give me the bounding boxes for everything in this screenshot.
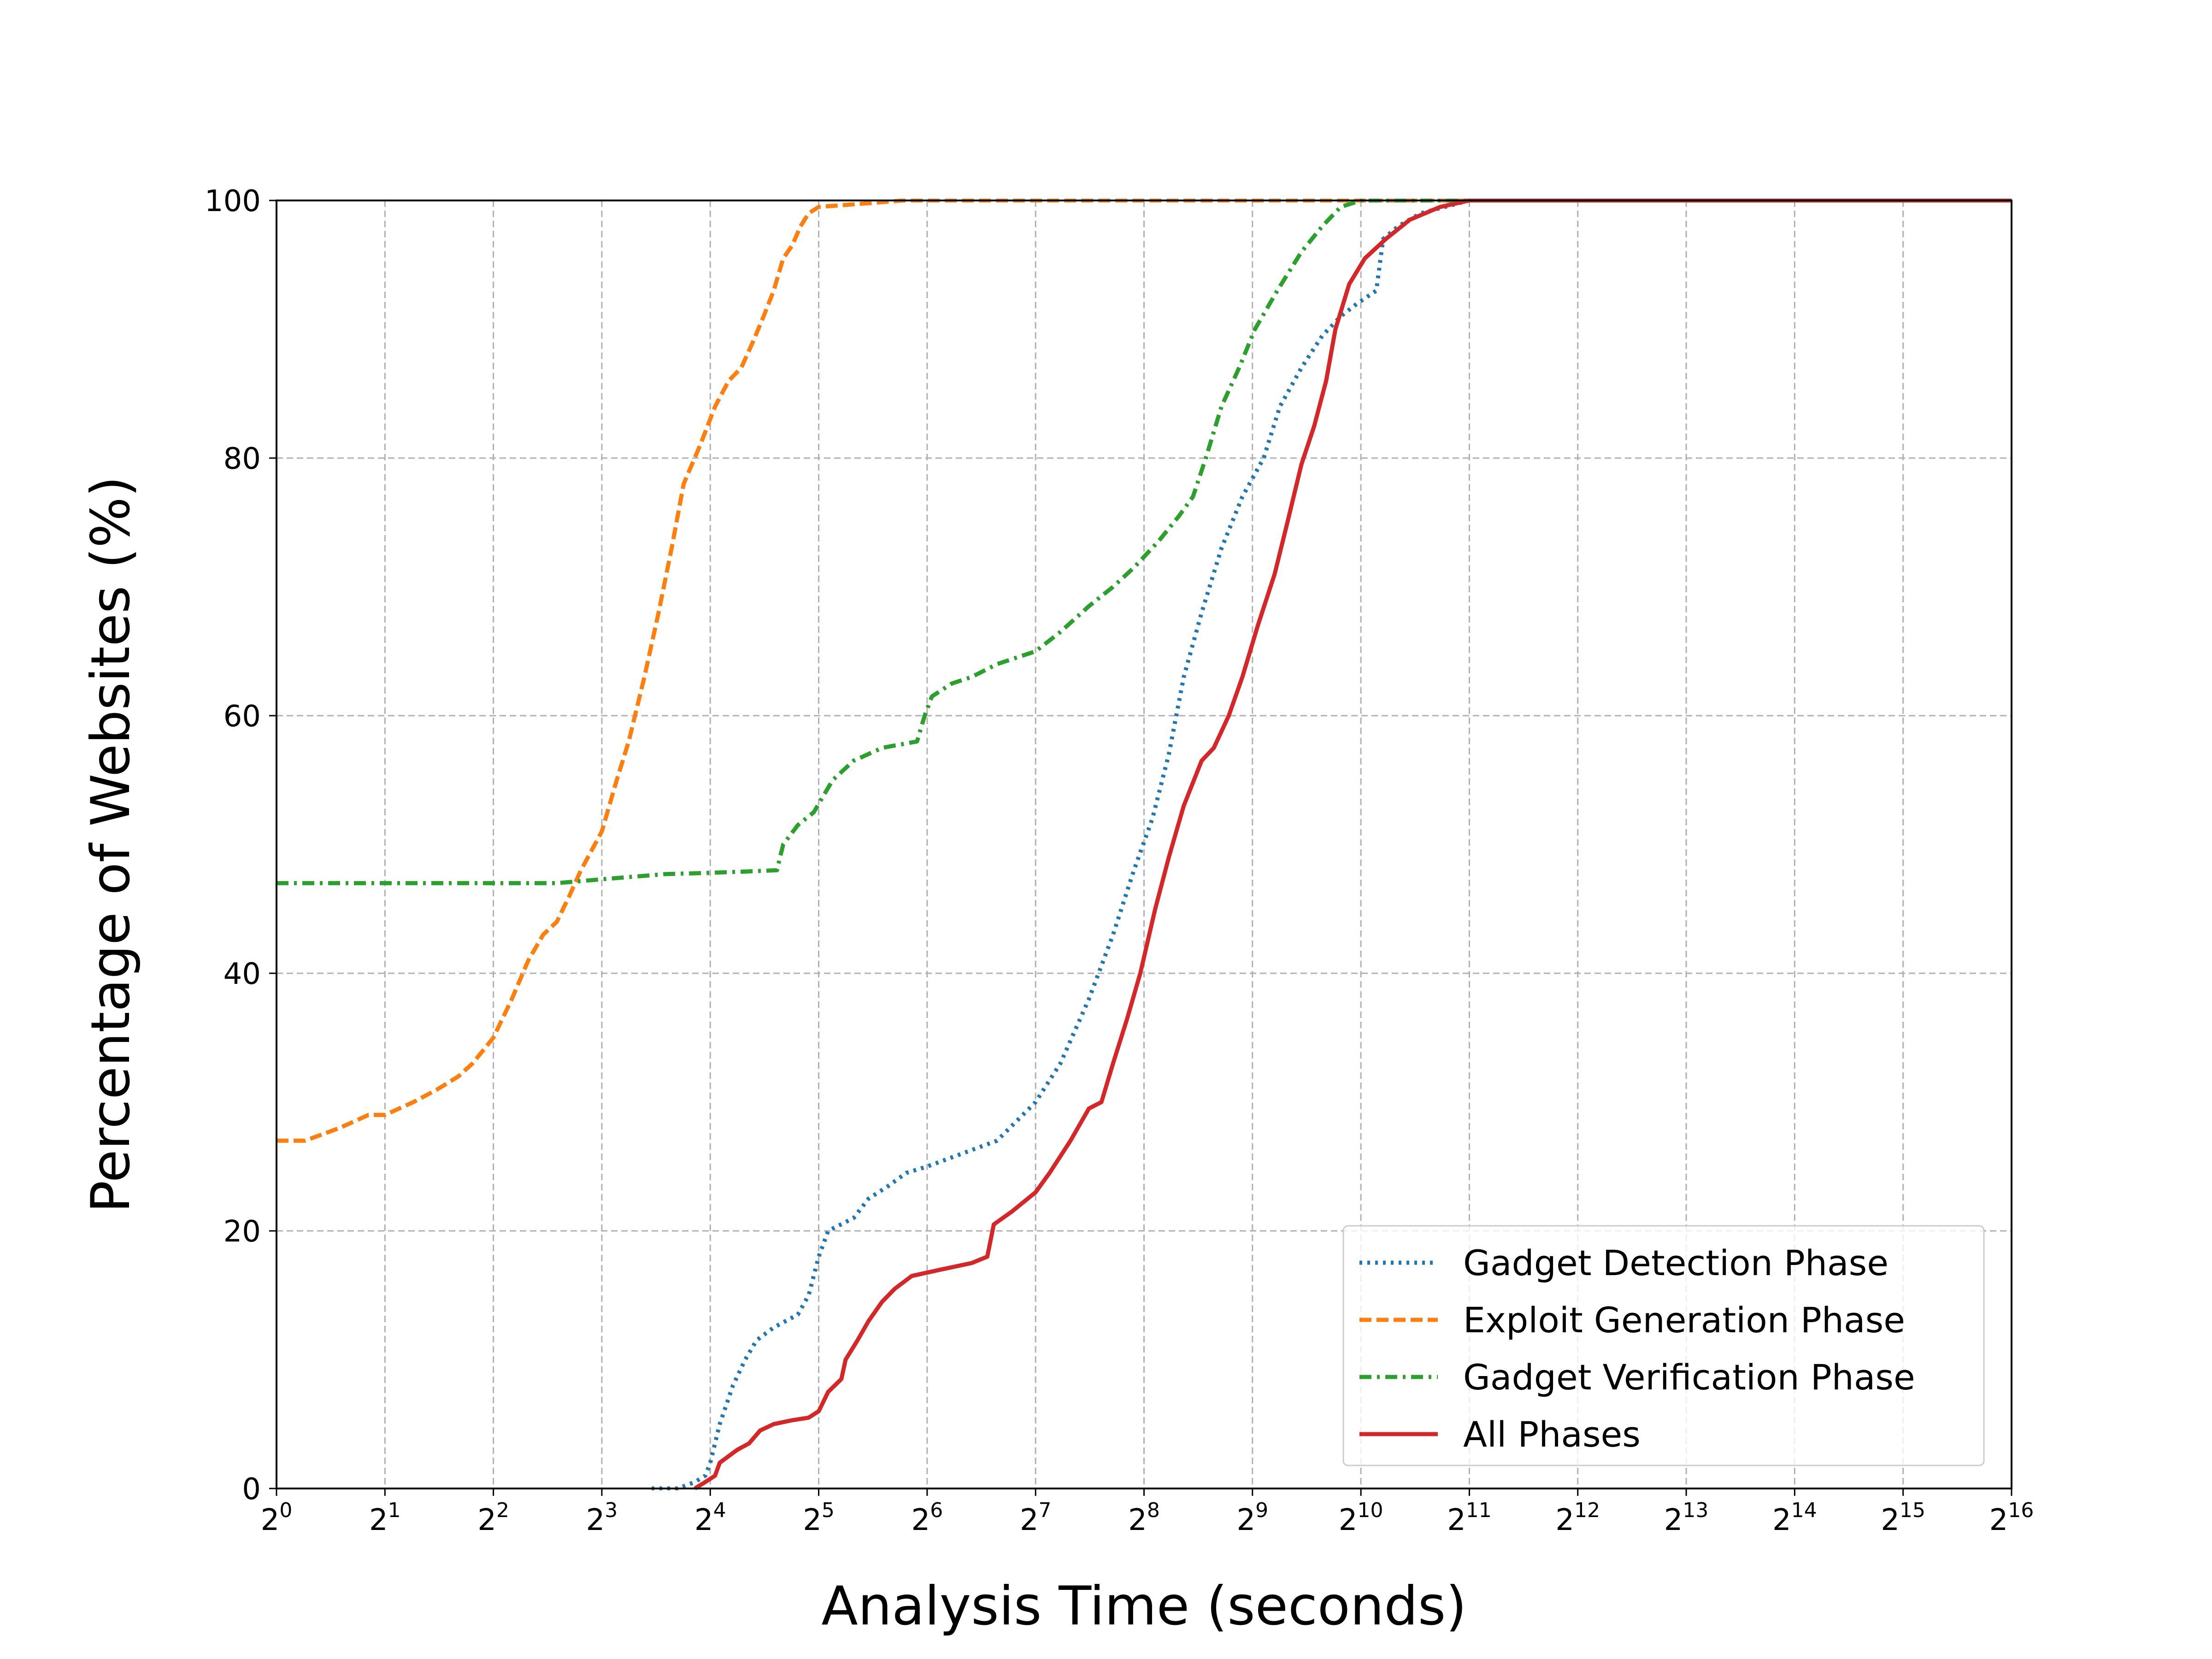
legend-label: Gadget Verification Phase [1463,1357,1915,1398]
x-tick-label: 210 [1339,1499,1383,1537]
y-tick-label: 80 [224,442,261,476]
x-tick-exponent: 1 [388,1499,401,1522]
x-tick-base: 2 [369,1503,388,1537]
x-tick-exponent: 11 [1466,1499,1492,1522]
series-line-2 [276,199,2012,1143]
x-tick-exponent: 7 [1039,1499,1052,1522]
x-tick-label: 22 [477,1499,509,1537]
x-tick-label: 24 [694,1499,726,1537]
x-tick-label: 29 [1236,1499,1268,1537]
x-tick-exponent: 14 [1791,1499,1817,1522]
x-tick-base: 2 [1664,1503,1683,1537]
y-axis-title: Percentage of Websites (%) [80,476,142,1213]
x-tick-exponent: 4 [713,1499,726,1522]
y-tick-label: 60 [224,700,261,734]
x-tick-label: 212 [1555,1499,1600,1537]
x-tick-label: 25 [803,1499,835,1537]
x-tick-base: 2 [261,1503,280,1537]
x-tick-base: 2 [1339,1503,1358,1537]
x-tick-base: 2 [1128,1503,1147,1537]
x-tick-base: 2 [1989,1503,2008,1537]
x-tick-label: 213 [1664,1499,1709,1537]
x-tick-label: 214 [1772,1499,1817,1537]
series-line-4 [694,199,2012,1490]
x-tick-base: 2 [1555,1503,1574,1537]
x-tick-base: 2 [912,1503,930,1537]
x-tick-exponent: 0 [279,1499,292,1522]
x-tick-label: 215 [1881,1499,1925,1537]
legend-label: All Phases [1463,1414,1641,1455]
axis-ticks: 20 21 22 23 24 25 26 27 28 29 210 211 212 213 214 215 21… [205,184,2034,1537]
series-line-1 [652,199,2012,1490]
x-tick-exponent: 12 [1574,1499,1600,1522]
legend-box [1342,1225,1985,1466]
x-tick-base: 2 [1236,1503,1255,1537]
series-line-3 [276,199,2012,885]
x-tick-exponent: 13 [1683,1499,1708,1522]
x-tick-base: 2 [477,1503,496,1537]
x-tick-base: 2 [1020,1503,1039,1537]
x-tick-base: 2 [1772,1503,1791,1537]
x-tick-base: 2 [803,1503,822,1537]
x-axis-title: Analysis Time (seconds) [821,1575,1466,1637]
legend-label: Gadget Detection Phase [1463,1242,1888,1283]
x-tick-exponent: 10 [1357,1499,1383,1522]
x-tick-label: 211 [1447,1499,1492,1537]
x-tick-exponent: 2 [496,1499,509,1522]
x-tick-label: 21 [369,1499,401,1537]
legend-label: Exploit Generation Phase [1463,1300,1905,1341]
x-tick-label: 28 [1128,1499,1160,1537]
x-tick-label: 20 [261,1499,293,1537]
x-tick-label: 216 [1989,1499,2034,1537]
y-tick-label: 0 [242,1472,261,1506]
x-tick-exponent: 6 [930,1499,943,1522]
y-tick-label: 20 [224,1215,261,1249]
legend: Gadget Detection Phase Exploit Generation… [1342,1225,1985,1466]
y-tick-label: 100 [205,184,261,218]
x-tick-exponent: 8 [1147,1499,1160,1522]
y-tick-label: 40 [224,957,261,991]
x-tick-exponent: 9 [1255,1499,1268,1522]
x-tick-base: 2 [586,1503,605,1537]
x-tick-base: 2 [694,1503,713,1537]
x-tick-exponent: 3 [605,1499,618,1522]
x-tick-exponent: 15 [1900,1499,1925,1522]
x-tick-base: 2 [1447,1503,1466,1537]
x-tick-exponent: 16 [2008,1499,2034,1522]
x-tick-label: 23 [586,1499,618,1537]
x-tick-label: 26 [912,1499,943,1537]
series-lines [276,199,2012,1490]
x-tick-base: 2 [1881,1503,1900,1537]
x-tick-exponent: 5 [822,1499,835,1522]
x-tick-label: 27 [1020,1499,1052,1537]
